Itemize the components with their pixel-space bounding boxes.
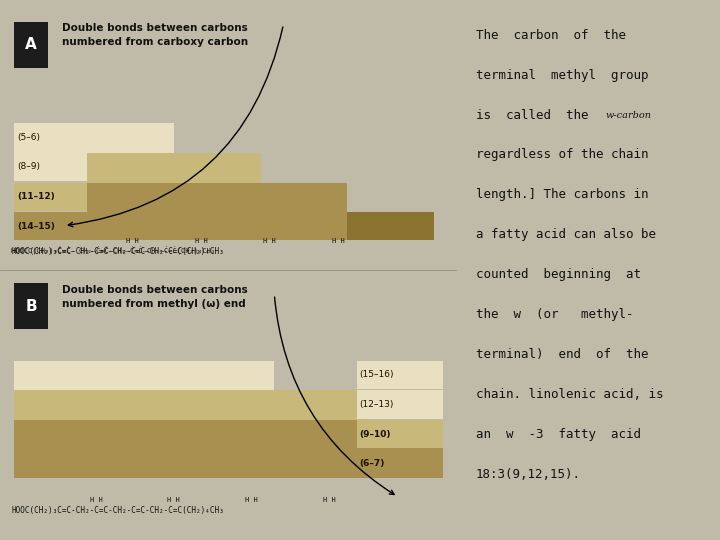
Text: is  called  the: is called the xyxy=(476,109,603,122)
Bar xyxy=(14,22,48,68)
Text: w-carbon: w-carbon xyxy=(606,111,652,119)
Text: Double bonds between carbons
numbered from methyl (ω) end: Double bonds between carbons numbered fr… xyxy=(62,285,248,309)
Text: a fatty acid can also be: a fatty acid can also be xyxy=(476,228,656,241)
Bar xyxy=(14,123,174,181)
Text: H H: H H xyxy=(89,496,102,503)
Text: H H: H H xyxy=(245,496,258,503)
Bar xyxy=(356,450,444,478)
Text: (5–6): (5–6) xyxy=(17,133,40,141)
Text: length.] The carbons in: length.] The carbons in xyxy=(476,188,648,201)
Bar xyxy=(14,153,87,181)
Bar xyxy=(14,284,48,329)
Text: counted  beginning  at: counted beginning at xyxy=(476,268,641,281)
Text: H H: H H xyxy=(195,238,207,245)
Bar xyxy=(356,450,444,478)
Text: H H: H H xyxy=(323,496,336,503)
Text: B: B xyxy=(25,299,37,314)
Bar xyxy=(87,153,261,211)
Bar xyxy=(14,361,274,418)
Text: the  w  (or   methyl-: the w (or methyl- xyxy=(476,308,633,321)
Text: A: A xyxy=(25,37,37,52)
Text: HOOC(CH₂)₃C=C-CH₂-C=C-CH₂-C=C-CH₂-C=C(CH₂)₄CH₃: HOOC(CH₂)₃C=C-CH₂-C=C-CH₂-C=C-CH₂-C=C(CH… xyxy=(12,506,224,515)
Bar xyxy=(14,212,87,240)
Text: (14–15): (14–15) xyxy=(17,222,55,231)
Bar xyxy=(14,183,87,211)
Bar xyxy=(356,420,444,448)
Text: terminal)  end  of  the: terminal) end of the xyxy=(476,348,648,361)
Text: (6–7): (6–7) xyxy=(359,460,384,468)
Bar xyxy=(87,183,348,240)
Text: chain. linolenic acid, is: chain. linolenic acid, is xyxy=(476,388,663,401)
FancyArrowPatch shape xyxy=(274,297,394,495)
Text: H H: H H xyxy=(264,238,276,245)
Text: an  w  -3  fatty  acid: an w -3 fatty acid xyxy=(476,428,641,441)
Text: Double bonds between carbons
numbered from carboxy carbon: Double bonds between carbons numbered fr… xyxy=(62,23,248,47)
Text: regardless of the chain: regardless of the chain xyxy=(476,148,648,161)
Text: HOOCC(CH₂)₃Ċ=Ċ– CH₂–Ċ=Ċ–CH₂–Ċ=Ċ–CH₂–Ċ=Ċ(CH₂)₄CH₃: HOOCC(CH₂)₃Ċ=Ċ– CH₂–Ċ=Ċ–CH₂–Ċ=Ċ–CH₂–Ċ=Ċ(… xyxy=(12,247,215,255)
Text: terminal  methyl  group: terminal methyl group xyxy=(476,69,648,82)
Text: 18:3(9,12,15).: 18:3(9,12,15). xyxy=(476,468,580,481)
Text: The  carbon  of  the: The carbon of the xyxy=(476,29,626,42)
Text: (9–10): (9–10) xyxy=(359,430,390,438)
Bar xyxy=(14,390,366,448)
Bar xyxy=(356,390,444,418)
Text: H H: H H xyxy=(167,496,180,503)
Bar xyxy=(14,123,87,151)
Text: (11–12): (11–12) xyxy=(17,192,55,201)
Text: H H: H H xyxy=(332,238,345,245)
Text: (8–9): (8–9) xyxy=(17,163,40,171)
Bar xyxy=(348,212,434,240)
Text: HOOC(CH₂)₃C=C-CH₂-C=C-CH₂-C=C-CH₂-C=C(CH₂)₄CH₃: HOOC(CH₂)₃C=C-CH₂-C=C-CH₂-C=C-CH₂-C=C(CH… xyxy=(12,247,224,255)
Bar xyxy=(14,420,444,478)
Bar xyxy=(356,361,444,389)
FancyArrowPatch shape xyxy=(68,27,283,227)
Text: (15–16): (15–16) xyxy=(359,370,393,379)
Text: (12–13): (12–13) xyxy=(359,400,393,409)
Text: H H: H H xyxy=(126,238,139,245)
